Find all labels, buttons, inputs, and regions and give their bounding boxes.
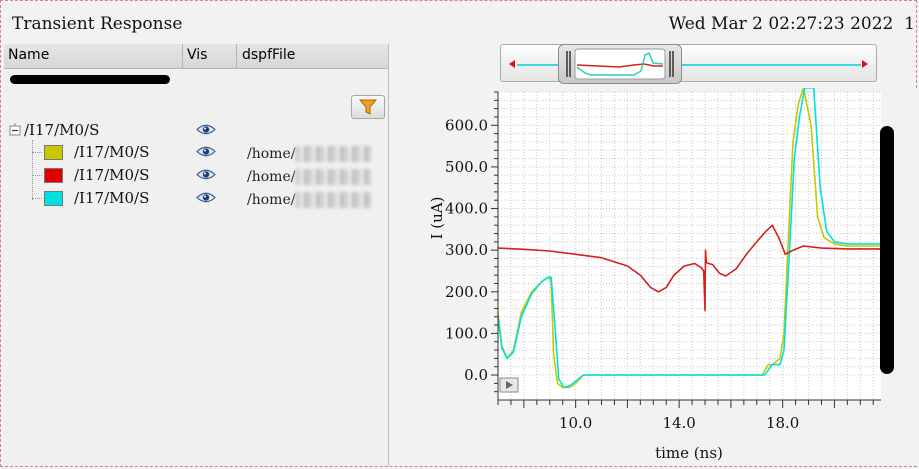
x-tick-label: 10.0 <box>559 414 592 432</box>
eye-icon[interactable] <box>196 145 216 158</box>
signal-label: /I17/M0/S <box>74 189 150 207</box>
navigator-preview <box>566 48 674 80</box>
series-line[interactable] <box>497 224 881 312</box>
x-tick-label: 14.0 <box>662 414 695 432</box>
filter-icon <box>358 99 378 115</box>
y-tick-label: 400.0 <box>445 200 488 218</box>
y-tick-label: 0.0 <box>464 366 488 384</box>
scroll-right-icon[interactable] <box>860 59 870 69</box>
signal-row[interactable]: /I17/M0/S /home/ <box>4 142 384 164</box>
series-line[interactable] <box>497 88 881 389</box>
signal-row[interactable]: /I17/M0/S /home/ <box>4 165 384 187</box>
redacted-path <box>295 169 372 185</box>
table-header: Name Vis dspfFile <box>4 44 388 69</box>
y-tick-label: 300.0 <box>445 241 488 259</box>
y-tick-label: 200.0 <box>445 283 488 301</box>
transient-plot[interactable]: 0.0 100.0 200.0 300.0 400.0 500.0 600.0 10.0 14.… <box>392 88 919 466</box>
signal-color-swatch[interactable] <box>44 145 63 160</box>
column-header-file[interactable]: dspfFile <box>242 47 296 63</box>
y-tick-label: 600.0 <box>445 116 488 134</box>
signal-label: /I17/M0/S <box>74 143 150 161</box>
signal-file-path: /home/ <box>247 169 372 185</box>
tree-row-root[interactable]: /I17/M0/S <box>4 120 384 142</box>
root-signal-label: /I17/M0/S <box>24 121 100 139</box>
tree-collapse-icon[interactable] <box>8 123 22 137</box>
play-icon <box>506 381 513 389</box>
signal-file-path-text: /home/ <box>247 192 296 208</box>
signal-panel: Name Vis dspfFile /I17/M0/S /I17/M0/S <box>4 44 389 466</box>
signal-file-path: /home/ <box>247 192 372 208</box>
redacted-path <box>295 146 372 162</box>
filter-button[interactable] <box>351 95 385 119</box>
datetime-text: Wed Mar 2 02:27:23 2022 <box>668 14 894 34</box>
window-title: Transient Response <box>12 14 183 34</box>
eye-icon[interactable] <box>196 191 216 204</box>
plot-area[interactable] <box>498 92 881 400</box>
window-datetime: Wed Mar 2 02:27:23 2022 1 <box>669 14 915 34</box>
scroll-left-icon[interactable] <box>507 59 517 69</box>
x-tick-label: 18.0 <box>766 414 799 432</box>
page-number: 1 <box>904 14 915 34</box>
x-axis-label: time (ns) <box>655 444 723 462</box>
y-tick-label: 100.0 <box>445 324 488 342</box>
column-header-name[interactable]: Name <box>8 47 50 63</box>
signal-label: /I17/M0/S <box>74 166 150 184</box>
signal-file-path-text: /home/ <box>247 146 296 162</box>
redacted-bar <box>10 75 170 84</box>
signal-color-swatch[interactable] <box>44 168 63 183</box>
signal-file-path-text: /home/ <box>247 169 296 185</box>
overview-navigator[interactable] <box>500 44 877 84</box>
column-header-vis[interactable]: Vis <box>187 47 208 63</box>
redacted-path <box>295 192 372 208</box>
signal-color-swatch[interactable] <box>44 191 63 206</box>
y-axis-label: I (uA) <box>428 197 446 240</box>
eye-icon[interactable] <box>196 123 216 136</box>
signal-file-path: /home/ <box>247 146 372 162</box>
eye-icon[interactable] <box>196 168 216 181</box>
y-tick-label: 500.0 <box>445 158 488 176</box>
redacted-legend-bar <box>880 126 894 374</box>
navigator-window[interactable] <box>558 44 682 84</box>
signal-row[interactable]: /I17/M0/S /home/ <box>4 188 384 210</box>
